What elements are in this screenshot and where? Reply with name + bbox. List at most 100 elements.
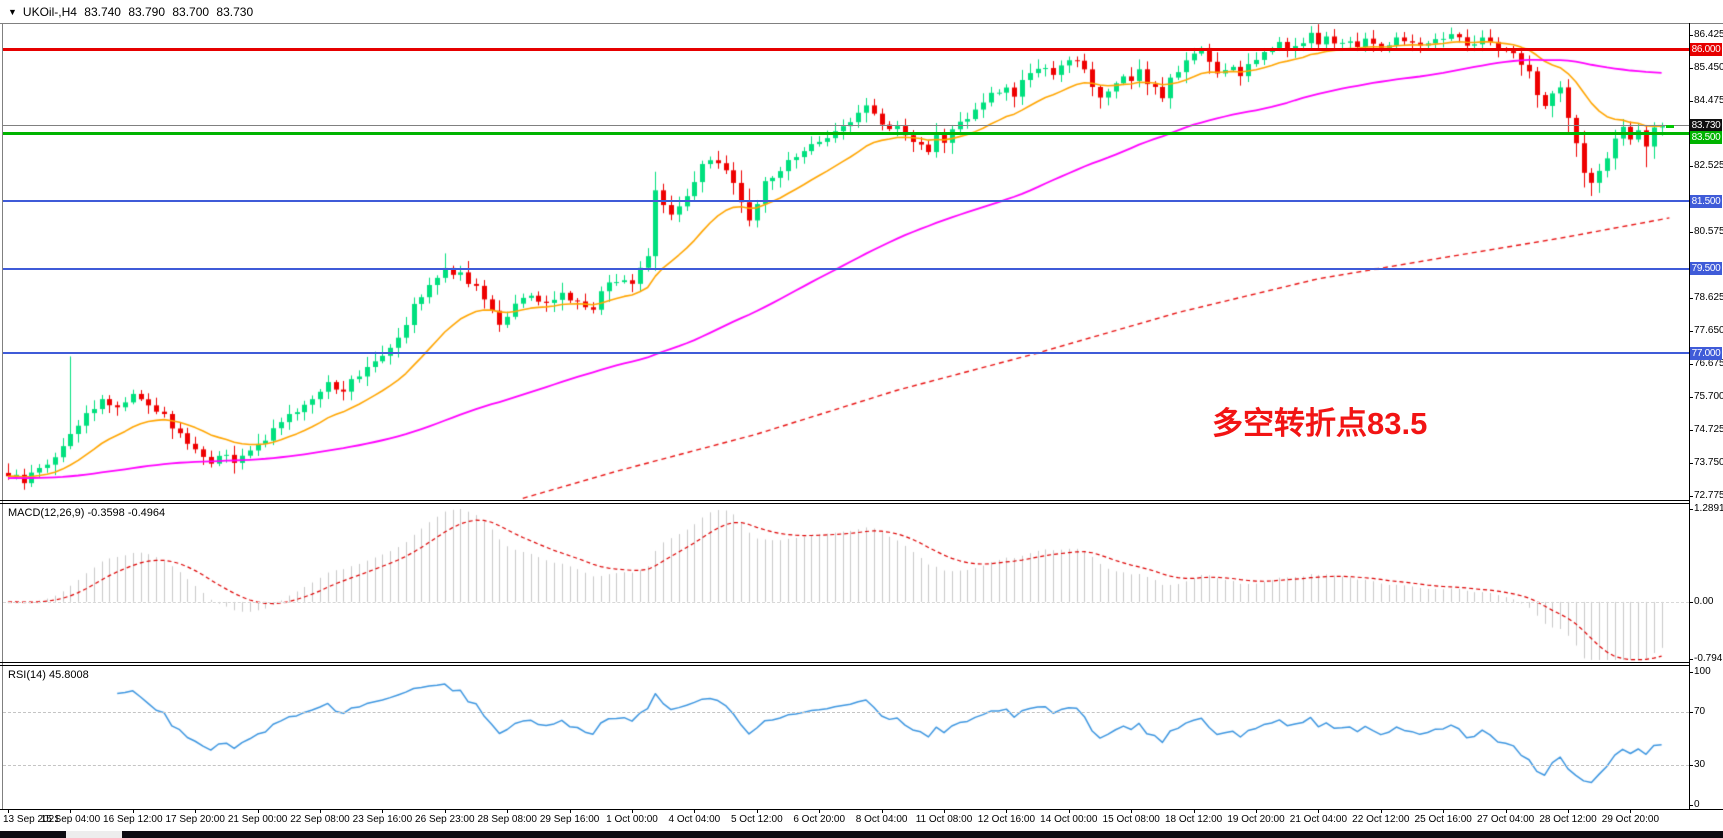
main-panel-bottom-border[interactable] (0, 500, 1689, 501)
price-axis-tick (1689, 429, 1693, 431)
price-axis-tick (1689, 364, 1693, 366)
annotation-text[interactable]: 多空转折点83.5 (1212, 406, 1428, 441)
scrollbar-thumb[interactable] (66, 831, 122, 838)
time-axis-tick (70, 809, 72, 813)
time-axis-tick (569, 809, 571, 813)
price-axis-tick (1689, 166, 1693, 168)
time-axis-label: 12 Oct 16:00 (977, 814, 1036, 825)
macd-name: MACD(12,26,9) (8, 507, 85, 519)
time-axis-tick (257, 809, 259, 813)
price-axis-label: 80.575 (1694, 226, 1723, 238)
time-axis-tick (1568, 809, 1569, 813)
hline-77[interactable] (2, 352, 1689, 355)
rsi-axis-tick (1689, 672, 1693, 673)
time-axis-label: 23 Sep 16:00 (352, 814, 413, 825)
hline-81.5[interactable] (2, 200, 1689, 203)
rsi-axis-label: 0 (1694, 799, 1700, 810)
time-axis-tick (195, 809, 197, 813)
bottom-scrollbar[interactable] (0, 831, 1723, 838)
rsi-name: RSI(14) (8, 669, 46, 681)
price-badge-83.500: 83.500 (1690, 130, 1722, 144)
time-axis-tick (944, 809, 945, 813)
rsi-label: RSI(14) 45.8008 (8, 669, 89, 681)
rsi-panel-top-border[interactable] (0, 665, 1689, 666)
time-axis-tick (1068, 809, 1070, 813)
time-axis-tick (632, 809, 633, 813)
time-axis-tick (819, 809, 821, 813)
price-axis-border[interactable] (1689, 23, 1690, 810)
ohlc-high: 83.790 (128, 5, 166, 19)
time-axis-tick (507, 809, 509, 813)
hline-86[interactable] (2, 47, 1689, 51)
time-axis-label: 22 Oct 12:00 (1352, 814, 1410, 825)
time-axis-label: 21 Sep 00:00 (227, 814, 288, 825)
price-axis-label: 82.525 (1694, 160, 1723, 172)
time-axis-label: 1 Oct 00:00 (606, 814, 658, 825)
price-axis-tick (1689, 495, 1693, 497)
time-axis[interactable]: 13 Sep 2021 15 Sep 04:00 16 Sep 12:00 17 Se… (0, 810, 1723, 831)
hline-83.5[interactable] (2, 131, 1689, 135)
time-axis-label: 26 Sep 23:00 (415, 814, 475, 825)
macd-label: MACD(12,26,9) -0.3598 -0.4964 (8, 507, 165, 519)
time-axis-label: 8 Oct 04:00 (855, 814, 908, 825)
macd-panel-bottom-border[interactable] (0, 662, 1689, 663)
time-axis-tick (320, 809, 321, 813)
price-badge-79.500: 79.500 (1690, 262, 1722, 276)
price-axis-tick (1689, 331, 1693, 333)
time-axis-tick (756, 809, 758, 813)
price-axis-label: 74.725 (1694, 423, 1723, 435)
header-divider (0, 23, 1723, 24)
price-axis-tick (1689, 34, 1693, 36)
ohlc-close: 83.730 (216, 5, 254, 19)
price-axis-tick (1689, 232, 1693, 234)
time-axis-label: 27 Oct 04:00 (1476, 814, 1535, 825)
price-axis-tick (1689, 100, 1693, 102)
time-axis-label: 25 Oct 16:00 (1414, 814, 1472, 825)
time-axis-label: 6 Oct 20:00 (793, 814, 846, 825)
rsi-axis-tick (1689, 805, 1693, 806)
rsi-axis-tick (1689, 765, 1693, 767)
time-axis-tick (1505, 809, 1507, 813)
macd-axis-label: 0.00 (1694, 596, 1714, 607)
price-badge-86.000: 86.000 (1690, 42, 1722, 56)
time-axis-tick (1380, 809, 1382, 813)
time-axis-tick (444, 809, 446, 813)
rsi-level-70 (3, 711, 1689, 713)
price-badge-81.500: 81.500 (1690, 194, 1722, 208)
price-axis-label: 85.450 (1694, 61, 1723, 73)
macd-axis-tick (1689, 508, 1693, 510)
time-axis-label: 15 Oct 08:00 (1102, 814, 1160, 825)
time-axis-tick (881, 809, 883, 813)
time-axis-tick (1318, 809, 1320, 813)
price-axis-label: 78.625 (1694, 292, 1723, 304)
time-axis-label: 21 Oct 04:00 (1289, 814, 1348, 825)
window-left-border (2, 23, 3, 810)
time-axis-label: 16 Sep 12:00 (103, 814, 163, 825)
time-axis-tick (1131, 809, 1133, 813)
price-axis-label: 72.775 (1694, 489, 1723, 501)
price-axis-label: 84.475 (1694, 94, 1723, 106)
hline-83.73[interactable] (2, 125, 1689, 127)
hline-79.5[interactable] (2, 267, 1689, 270)
time-axis-tick (694, 809, 696, 813)
macd-zero-line (3, 602, 1689, 603)
time-axis-label: 11 Oct 08:00 (915, 814, 973, 825)
macd-axis-tick (1689, 659, 1693, 661)
price-badge-83.730: 83.730 (1690, 119, 1722, 133)
time-axis-tick (132, 809, 134, 813)
time-axis-tick (1006, 809, 1008, 813)
time-axis-tick (1443, 809, 1445, 813)
price-axis-tick (1689, 396, 1693, 398)
macd-panel-top-border[interactable] (0, 503, 1689, 504)
symbol-period: UKOil-,H4 (22, 5, 77, 19)
rsi-axis-label: 100 (1694, 666, 1711, 677)
macd-values: -0.3598 -0.4964 (87, 507, 166, 519)
expander-triangle-icon[interactable]: ▼ (8, 7, 17, 17)
macd-axis-label: 1.2891 (1694, 502, 1723, 514)
time-axis-tick (8, 809, 9, 813)
price-axis-label: 86.425 (1694, 28, 1723, 40)
time-axis-label: 14 Oct 00:00 (1040, 814, 1098, 825)
rsi-axis-label: 30 (1694, 759, 1706, 771)
rsi-panel-bottom-border (0, 809, 1723, 810)
